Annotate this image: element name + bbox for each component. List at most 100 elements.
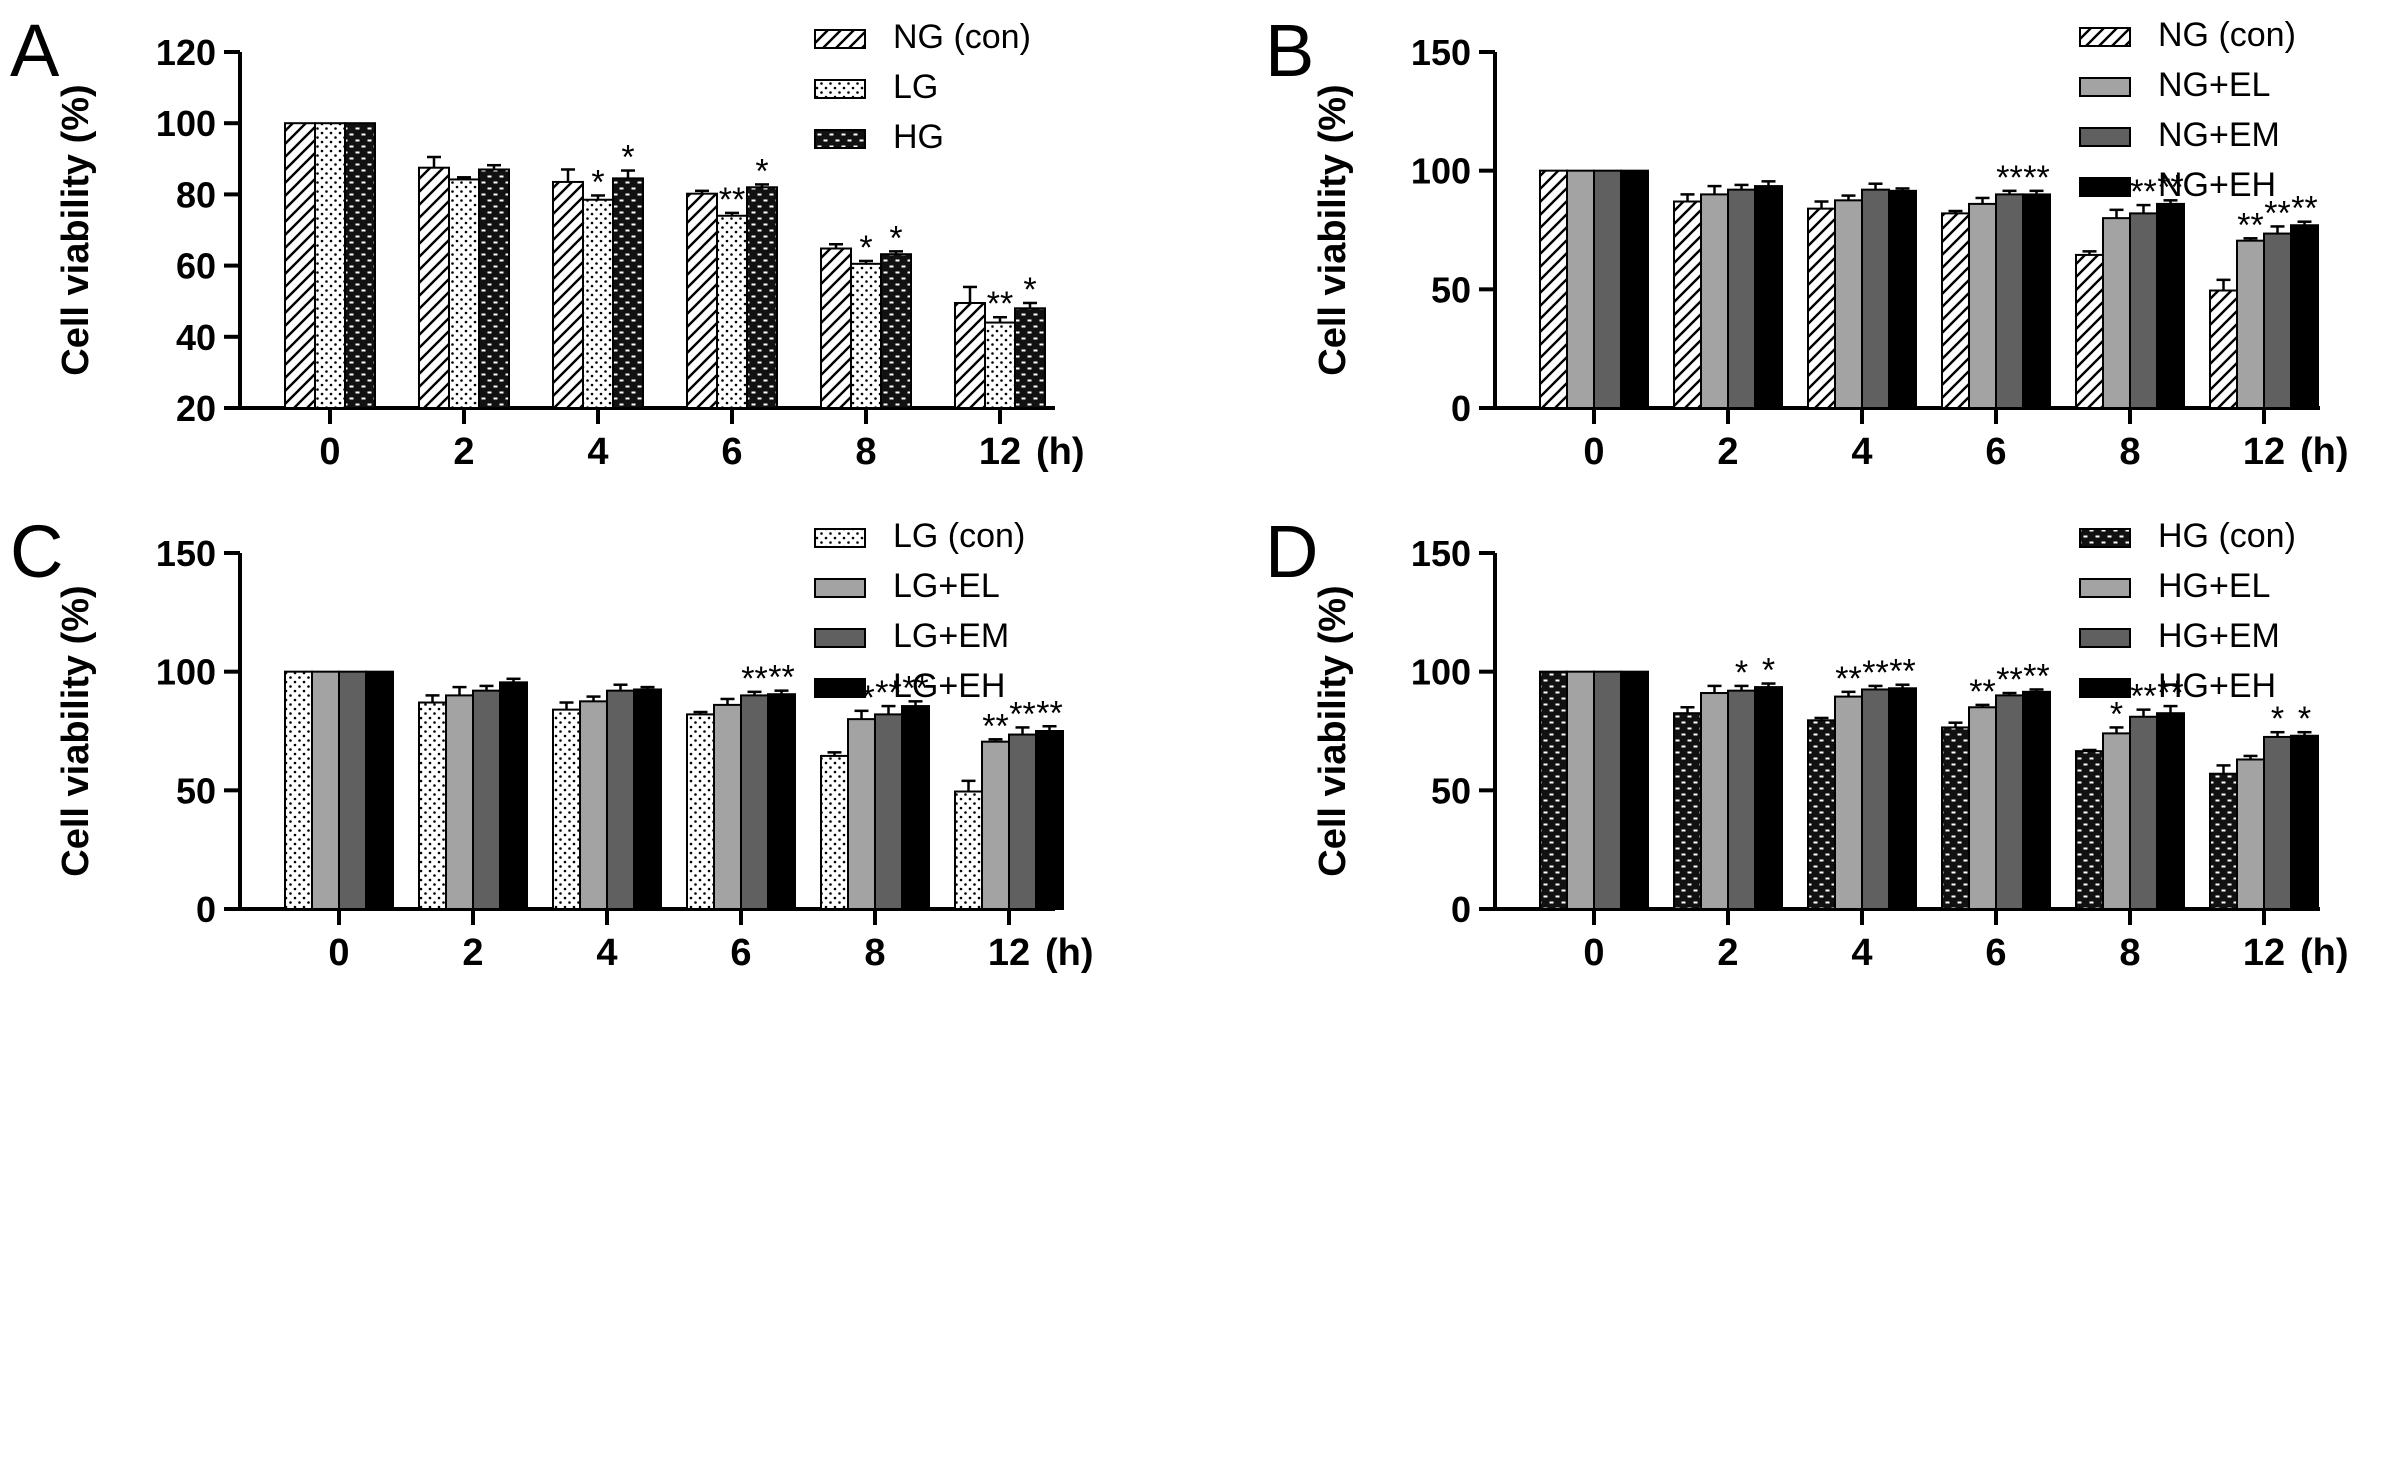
x-tick-label: 4 — [1851, 932, 1872, 974]
y-tick-label: 100 — [1411, 151, 1471, 192]
x-tick-label: 2 — [1717, 431, 1738, 473]
y-axis-label: Cell viability (%) — [55, 84, 97, 375]
legend-label: LG — [893, 68, 938, 106]
bar — [1673, 712, 1702, 911]
x-tick-label: 12 — [988, 932, 1030, 974]
bar — [2236, 758, 2265, 910]
x-tick-label: 6 — [1985, 932, 2006, 974]
bar — [552, 180, 584, 409]
bar — [284, 670, 313, 911]
bar — [1593, 169, 1622, 409]
bar — [1834, 199, 1863, 409]
bar — [612, 177, 644, 409]
legend-swatch — [2079, 528, 2131, 548]
bar — [686, 713, 715, 910]
y-tick-label: 120 — [156, 32, 216, 73]
x-axis-unit: (h) — [2300, 932, 2349, 974]
legend-swatch — [2079, 77, 2131, 97]
x-tick-label: 4 — [587, 431, 608, 473]
bar — [582, 198, 614, 409]
bar — [1539, 670, 1568, 911]
legend-label: LG (con) — [893, 517, 1025, 555]
bar — [1539, 169, 1568, 409]
y-tick-label: 100 — [1411, 652, 1471, 693]
legend-swatch — [2079, 127, 2131, 147]
bar — [1727, 689, 1756, 910]
bar — [338, 670, 367, 911]
legend-swatch — [814, 528, 866, 548]
x-tick-label: 0 — [319, 431, 340, 473]
bar — [716, 214, 748, 409]
bar — [740, 694, 769, 911]
bar — [767, 693, 796, 910]
y-tick-label: 0 — [1451, 388, 1471, 429]
x-tick-label: 2 — [453, 431, 474, 473]
legend-label: NG (con) — [893, 18, 1031, 56]
legend-label: LG+EL — [893, 567, 1000, 605]
x-tick-label: 4 — [1851, 431, 1872, 473]
legend-swatch — [2079, 628, 2131, 648]
significance-mark: ** — [1862, 654, 1888, 692]
legend-swatch — [814, 79, 866, 99]
bar — [2263, 735, 2292, 911]
bar — [1941, 726, 1970, 910]
legend-label: HG+EH — [2158, 667, 2276, 705]
significance-mark: ** — [1036, 694, 1062, 732]
significance-mark: * — [889, 219, 902, 257]
significance-mark: ** — [2130, 678, 2156, 716]
bar — [499, 681, 528, 911]
significance-mark: ** — [2023, 159, 2049, 197]
significance-mark: ** — [875, 674, 901, 712]
significance-mark: * — [621, 139, 634, 177]
y-tick-label: 0 — [196, 889, 216, 930]
x-axis-unit: (h) — [1045, 932, 1094, 974]
x-tick-label: 2 — [462, 932, 483, 974]
bar — [2129, 212, 2158, 409]
bar — [606, 689, 635, 910]
x-tick-label: 6 — [721, 431, 742, 473]
significance-mark: ** — [1009, 695, 1035, 733]
bar — [984, 321, 1016, 409]
bar — [686, 192, 718, 409]
y-tick-label: 150 — [156, 533, 216, 574]
legend-swatch — [2079, 27, 2131, 47]
legend-label: NG+EH — [2158, 166, 2276, 204]
bar — [1807, 207, 1836, 409]
y-tick-label: 100 — [156, 652, 216, 693]
significance-mark: ** — [982, 707, 1008, 745]
legend-swatch — [814, 678, 866, 698]
x-tick-label: 2 — [1717, 932, 1738, 974]
bar — [2156, 202, 2185, 409]
y-tick-label: 80 — [176, 174, 216, 215]
bar — [2236, 239, 2265, 409]
bar — [1593, 670, 1622, 911]
significance-mark: ** — [1996, 661, 2022, 699]
significance-mark: ** — [2023, 657, 2049, 695]
bar — [2075, 750, 2104, 910]
bar — [1566, 670, 1595, 911]
bar — [1008, 733, 1037, 910]
significance-mark: * — [755, 152, 768, 190]
bar — [2209, 289, 2238, 409]
bar — [418, 166, 450, 409]
legend-swatch — [2079, 177, 2131, 197]
significance-mark: ** — [719, 181, 745, 219]
bar — [1834, 695, 1863, 910]
significance-mark: ** — [1969, 673, 1995, 711]
significance-mark: * — [2110, 695, 2123, 733]
significance-mark: ** — [1889, 653, 1915, 691]
x-tick-label: 12 — [2243, 932, 2285, 974]
x-tick-label: 8 — [2119, 932, 2140, 974]
legend-label: NG+EL — [2158, 66, 2270, 104]
y-tick-label: 100 — [156, 103, 216, 144]
x-tick-label: 8 — [2119, 431, 2140, 473]
bar — [314, 122, 346, 409]
bar — [1014, 307, 1046, 410]
bar — [820, 754, 849, 910]
significance-mark: ** — [987, 285, 1013, 323]
bar — [2022, 193, 2051, 409]
bar — [1807, 719, 1836, 910]
significance-mark: ** — [1996, 159, 2022, 197]
